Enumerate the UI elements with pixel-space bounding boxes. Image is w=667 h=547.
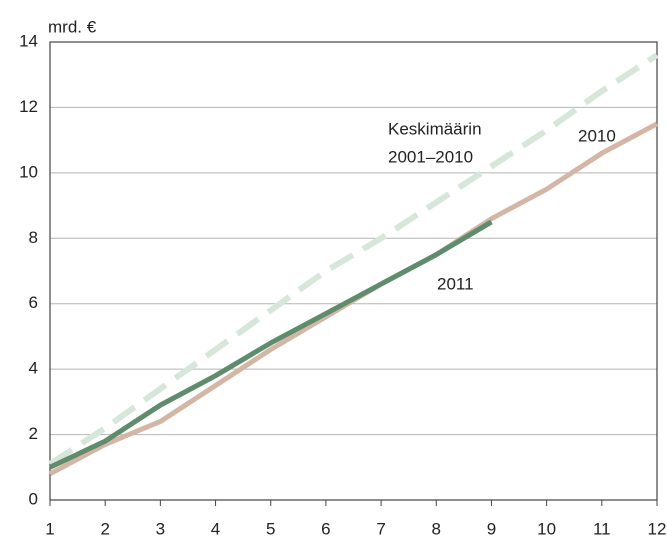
series-label: 2011 (437, 274, 474, 293)
x-tick-label: 6 (321, 519, 330, 538)
x-tick-label: 2 (100, 519, 109, 538)
y-tick-label: 14 (19, 31, 38, 50)
series-line (48, 219, 493, 470)
x-tick-label: 5 (266, 519, 275, 538)
y-tick-label: 4 (29, 359, 38, 378)
x-tick-label: 7 (376, 519, 385, 538)
x-tick-label: 11 (593, 519, 611, 538)
y-tick-label: 8 (29, 228, 38, 247)
x-tick-label: 1 (45, 519, 54, 538)
x-tick-label: 4 (211, 519, 220, 538)
plot-border (49, 41, 658, 501)
y-tick-label: 10 (19, 162, 38, 181)
y-tick-label: 0 (29, 489, 38, 508)
y-tick-label: 2 (29, 424, 38, 443)
y-tick-label: 6 (29, 293, 38, 312)
y-tick-label: 12 (19, 97, 38, 116)
series-label: Keskimäärin (388, 119, 482, 138)
x-tick-label: 3 (156, 519, 165, 538)
series-label: 2010 (578, 126, 616, 145)
y-axis-label: mrd. € (48, 17, 97, 36)
series-line (48, 52, 659, 467)
x-tick-label: 12 (648, 519, 667, 538)
series-label: 2001–2010 (388, 147, 473, 166)
x-tick-label: 8 (432, 519, 441, 538)
x-tick-label: 10 (537, 519, 556, 538)
x-tick-label: 9 (487, 519, 496, 538)
